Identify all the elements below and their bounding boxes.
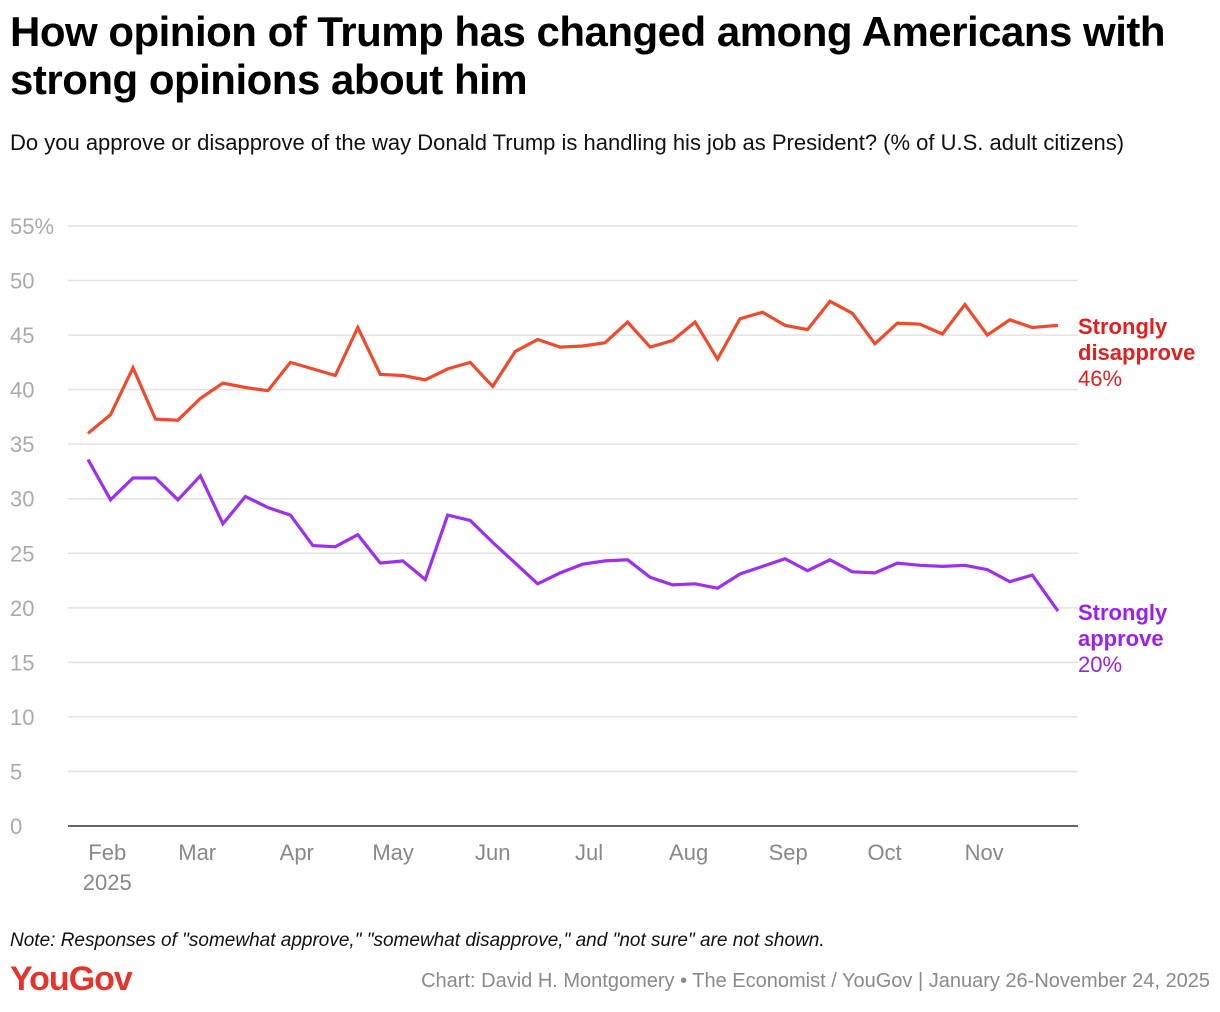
chart-note: Note: Responses of "somewhat approve," "… [10,930,825,951]
series-label-approve: Strongly [1078,600,1168,625]
x-tick-label: Mar [178,840,216,865]
series-line-disapprove [86,299,1059,435]
y-tick-label: 30 [10,487,34,512]
chart-credit: Chart: David H. Montgomery • The Economi… [421,970,1210,992]
y-tick-label: 40 [10,378,34,403]
y-tick-label: 55% [10,214,54,239]
chart-title: How opinion of Trump has changed among A… [10,8,1166,103]
x-tick-label: Jul [575,840,603,865]
y-tick-label: 50 [10,269,34,294]
y-tick-label: 35 [10,432,34,457]
series-label-disapprove: Strongly [1078,314,1168,339]
x-tick-label: Apr [280,840,314,865]
y-tick-label: 0 [10,814,22,839]
series-label-approve: approve [1078,626,1164,651]
y-tick-label: 25 [10,541,34,566]
y-tick-label: 10 [10,705,34,730]
chart-subtitle: Do you approve or disapprove of the way … [10,130,1125,155]
y-tick-label: 5 [10,759,22,784]
x-tick-sublabel: 2025 [83,870,132,895]
series-end-value-disapprove: 46% [1078,366,1122,391]
x-tick-label: Oct [867,840,901,865]
x-tick-label: Aug [669,840,708,865]
series-line-approve [86,458,1060,613]
x-tick-label: May [372,840,414,865]
series-label-disapprove: disapprove [1078,340,1195,365]
x-tick-label: Nov [965,840,1004,865]
x-tick-label: Sep [769,840,808,865]
x-tick-label: Jun [475,840,510,865]
y-tick-label: 20 [10,596,34,621]
x-tick-label: Feb [88,840,126,865]
y-tick-label: 45 [10,323,34,348]
y-tick-label: 15 [10,650,34,675]
series-end-value-approve: 20% [1078,652,1122,677]
yougov-logo: YouGov [10,960,133,998]
